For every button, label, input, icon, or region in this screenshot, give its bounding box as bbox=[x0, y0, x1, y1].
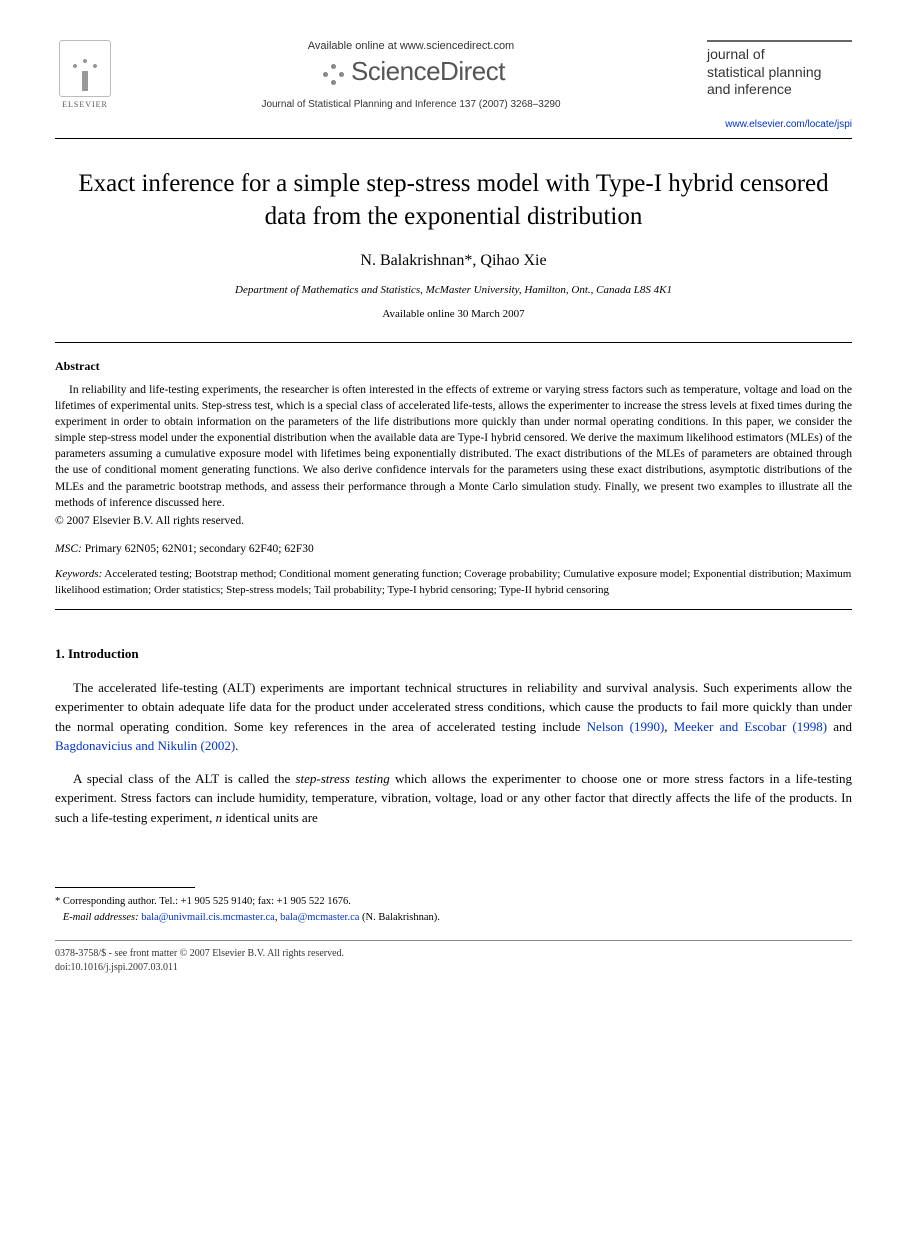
journal-title-line3: and inference bbox=[707, 81, 852, 99]
footnote-rule bbox=[55, 887, 195, 888]
email-line: E-mail addresses: bala@univmail.cis.mcma… bbox=[55, 910, 852, 926]
section-1-heading: 1. Introduction bbox=[55, 646, 852, 662]
footnote-block: * Corresponding author. Tel.: +1 905 525… bbox=[55, 894, 852, 926]
footer-copyright: 0378-3758/$ - see front matter © 2007 El… bbox=[55, 947, 852, 961]
corresponding-author: * Corresponding author. Tel.: +1 905 525… bbox=[55, 894, 852, 910]
msc-text: Primary 62N05; 62N01; secondary 62F40; 6… bbox=[82, 543, 314, 555]
email-1[interactable]: bala@univmail.cis.mcmaster.ca bbox=[141, 912, 275, 923]
center-header: Available online at www.sciencedirect.co… bbox=[115, 40, 707, 110]
authors: N. Balakrishnan*, Qihao Xie bbox=[55, 252, 852, 270]
email-2[interactable]: bala@mcmaster.ca bbox=[280, 912, 359, 923]
abstract-text: In reliability and life-testing experime… bbox=[55, 382, 852, 511]
keywords-label: Keywords: bbox=[55, 568, 102, 580]
header-rule bbox=[55, 138, 852, 139]
journal-title-logo: journal of statistical planning and infe… bbox=[707, 40, 852, 99]
ref-meeker-escobar-1998[interactable]: Meeker and Escobar (1998) bbox=[674, 719, 827, 734]
abstract-bottom-rule bbox=[55, 609, 852, 610]
publisher-logo: ELSEVIER bbox=[55, 40, 115, 109]
para1-text-d: . bbox=[235, 738, 238, 753]
abstract-body: In reliability and life-testing experime… bbox=[55, 382, 852, 511]
article-title: Exact inference for a simple step-stress… bbox=[75, 167, 832, 235]
journal-logo-block: journal of statistical planning and infe… bbox=[707, 40, 852, 130]
elsevier-tree-icon bbox=[59, 40, 111, 97]
keywords-text: Accelerated testing; Bootstrap method; C… bbox=[55, 568, 851, 596]
intro-para-1: The accelerated life-testing (ALT) exper… bbox=[55, 678, 852, 756]
page-container: ELSEVIER Available online at www.science… bbox=[0, 0, 907, 1025]
abstract-copyright: © 2007 Elsevier B.V. All rights reserved… bbox=[55, 515, 852, 527]
publisher-name: ELSEVIER bbox=[55, 100, 115, 109]
msc-label: MSC: bbox=[55, 543, 82, 555]
email-label: E-mail addresses: bbox=[63, 912, 139, 923]
available-online-text: Available online at www.sciencedirect.co… bbox=[135, 40, 687, 52]
intro-para-2: A special class of the ALT is called the… bbox=[55, 769, 852, 828]
ref-bagdonavicius-nikulin-2002[interactable]: Bagdonavicius and Nikulin (2002) bbox=[55, 738, 235, 753]
para1-text-b: , bbox=[664, 719, 673, 734]
keywords: Keywords: Accelerated testing; Bootstrap… bbox=[55, 567, 852, 599]
available-date: Available online 30 March 2007 bbox=[55, 308, 852, 320]
journal-title-line2: statistical planning bbox=[707, 64, 852, 82]
footer-rule bbox=[55, 940, 852, 941]
footer-block: 0378-3758/$ - see front matter © 2007 El… bbox=[55, 947, 852, 975]
sciencedirect-dots-icon bbox=[317, 62, 345, 84]
journal-url-link[interactable]: www.elsevier.com/locate/jspi bbox=[707, 119, 852, 130]
ref-nelson-1990[interactable]: Nelson (1990) bbox=[587, 719, 665, 734]
email-author: (N. Balakrishnan). bbox=[359, 912, 439, 923]
abstract-heading: Abstract bbox=[55, 359, 852, 374]
para2-italic-term: step-stress testing bbox=[295, 771, 389, 786]
header-row: ELSEVIER Available online at www.science… bbox=[55, 40, 852, 130]
footer-doi: doi:10.1016/j.jspi.2007.03.011 bbox=[55, 961, 852, 975]
platform-logo: ScienceDirect bbox=[135, 56, 687, 87]
platform-name: ScienceDirect bbox=[351, 56, 505, 86]
para2-text-a: A special class of the ALT is called the bbox=[73, 771, 295, 786]
affiliation: Department of Mathematics and Statistics… bbox=[55, 284, 852, 296]
para2-text-c: identical units are bbox=[222, 810, 318, 825]
journal-title-line1: journal of bbox=[707, 46, 852, 64]
journal-reference: Journal of Statistical Planning and Infe… bbox=[135, 99, 687, 110]
para1-text-c: and bbox=[827, 719, 852, 734]
msc-classification: MSC: Primary 62N05; 62N01; secondary 62F… bbox=[55, 543, 852, 555]
abstract-top-rule bbox=[55, 342, 852, 343]
